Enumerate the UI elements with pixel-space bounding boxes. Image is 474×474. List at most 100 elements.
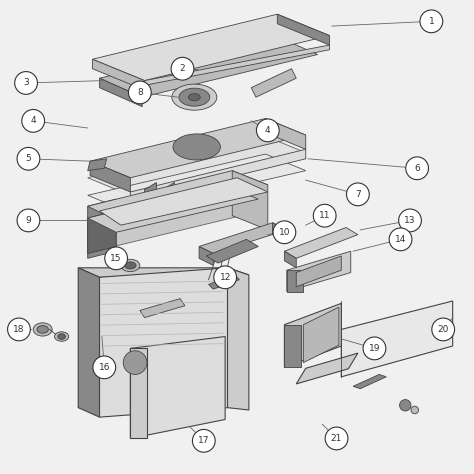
Polygon shape — [209, 275, 239, 289]
Ellipse shape — [188, 94, 200, 101]
Polygon shape — [287, 251, 351, 292]
Circle shape — [105, 247, 128, 270]
Ellipse shape — [33, 323, 52, 336]
Polygon shape — [199, 182, 210, 198]
Circle shape — [17, 209, 40, 232]
Circle shape — [325, 427, 348, 450]
Polygon shape — [265, 118, 306, 149]
Text: 8: 8 — [137, 88, 143, 97]
Polygon shape — [90, 161, 130, 192]
Polygon shape — [88, 171, 268, 220]
Text: 16: 16 — [99, 363, 110, 372]
Circle shape — [8, 318, 30, 341]
Polygon shape — [284, 228, 358, 258]
Polygon shape — [296, 353, 358, 384]
Ellipse shape — [179, 88, 210, 106]
Text: 6: 6 — [414, 164, 420, 173]
Text: 7: 7 — [355, 190, 361, 199]
Polygon shape — [296, 256, 341, 287]
Polygon shape — [251, 69, 296, 97]
Circle shape — [432, 318, 455, 341]
Circle shape — [123, 351, 147, 374]
Text: 11: 11 — [319, 211, 330, 220]
Polygon shape — [78, 268, 249, 277]
Circle shape — [399, 209, 421, 232]
Polygon shape — [199, 246, 213, 265]
Text: 2: 2 — [180, 64, 185, 73]
Polygon shape — [130, 337, 225, 438]
Ellipse shape — [125, 262, 136, 269]
Polygon shape — [130, 348, 147, 438]
Polygon shape — [100, 268, 228, 417]
Circle shape — [400, 400, 411, 411]
Text: 10: 10 — [279, 228, 290, 237]
Text: 14: 14 — [395, 235, 406, 244]
Polygon shape — [100, 36, 318, 97]
Circle shape — [15, 72, 37, 94]
Circle shape — [411, 406, 419, 414]
Circle shape — [171, 57, 194, 80]
Polygon shape — [145, 182, 156, 198]
Circle shape — [17, 147, 40, 170]
Polygon shape — [88, 159, 107, 171]
Circle shape — [22, 109, 45, 132]
Polygon shape — [273, 223, 287, 242]
Polygon shape — [145, 45, 329, 85]
Text: 18: 18 — [13, 325, 25, 334]
Text: 3: 3 — [23, 79, 29, 87]
Polygon shape — [92, 14, 329, 81]
Polygon shape — [88, 135, 303, 194]
Polygon shape — [287, 270, 303, 292]
Polygon shape — [277, 14, 329, 45]
Polygon shape — [130, 149, 306, 201]
Ellipse shape — [58, 334, 65, 339]
Polygon shape — [163, 182, 174, 198]
Circle shape — [389, 228, 412, 251]
Text: 21: 21 — [331, 434, 342, 443]
Polygon shape — [206, 239, 258, 263]
Polygon shape — [92, 59, 145, 90]
Polygon shape — [284, 303, 341, 367]
Text: 5: 5 — [26, 155, 31, 163]
Text: 15: 15 — [110, 254, 122, 263]
Polygon shape — [88, 199, 116, 258]
Polygon shape — [90, 118, 306, 178]
Circle shape — [192, 429, 215, 452]
Polygon shape — [88, 185, 258, 232]
Circle shape — [420, 10, 443, 33]
Ellipse shape — [55, 332, 69, 341]
Text: 9: 9 — [26, 216, 31, 225]
Polygon shape — [303, 307, 339, 363]
Ellipse shape — [172, 84, 217, 110]
Text: 13: 13 — [404, 216, 416, 225]
Polygon shape — [88, 197, 261, 246]
Circle shape — [256, 119, 279, 142]
Circle shape — [346, 183, 369, 206]
Text: 1: 1 — [428, 17, 434, 26]
Ellipse shape — [121, 259, 140, 272]
Text: 4: 4 — [30, 117, 36, 125]
Ellipse shape — [173, 134, 220, 160]
Circle shape — [214, 266, 237, 289]
Polygon shape — [341, 301, 453, 377]
Polygon shape — [199, 223, 287, 254]
Polygon shape — [100, 178, 268, 225]
Polygon shape — [140, 299, 185, 318]
Circle shape — [313, 204, 336, 227]
Circle shape — [406, 157, 428, 180]
Polygon shape — [78, 268, 100, 417]
Circle shape — [273, 221, 296, 244]
Text: 4: 4 — [265, 126, 271, 135]
Circle shape — [93, 356, 116, 379]
Polygon shape — [100, 78, 142, 107]
Circle shape — [128, 81, 151, 104]
Polygon shape — [353, 374, 386, 389]
Ellipse shape — [37, 326, 48, 333]
Circle shape — [363, 337, 386, 360]
Text: 19: 19 — [369, 344, 380, 353]
Polygon shape — [284, 251, 296, 268]
Polygon shape — [228, 268, 249, 410]
Polygon shape — [181, 182, 192, 198]
Text: 12: 12 — [219, 273, 231, 282]
Polygon shape — [284, 325, 301, 367]
